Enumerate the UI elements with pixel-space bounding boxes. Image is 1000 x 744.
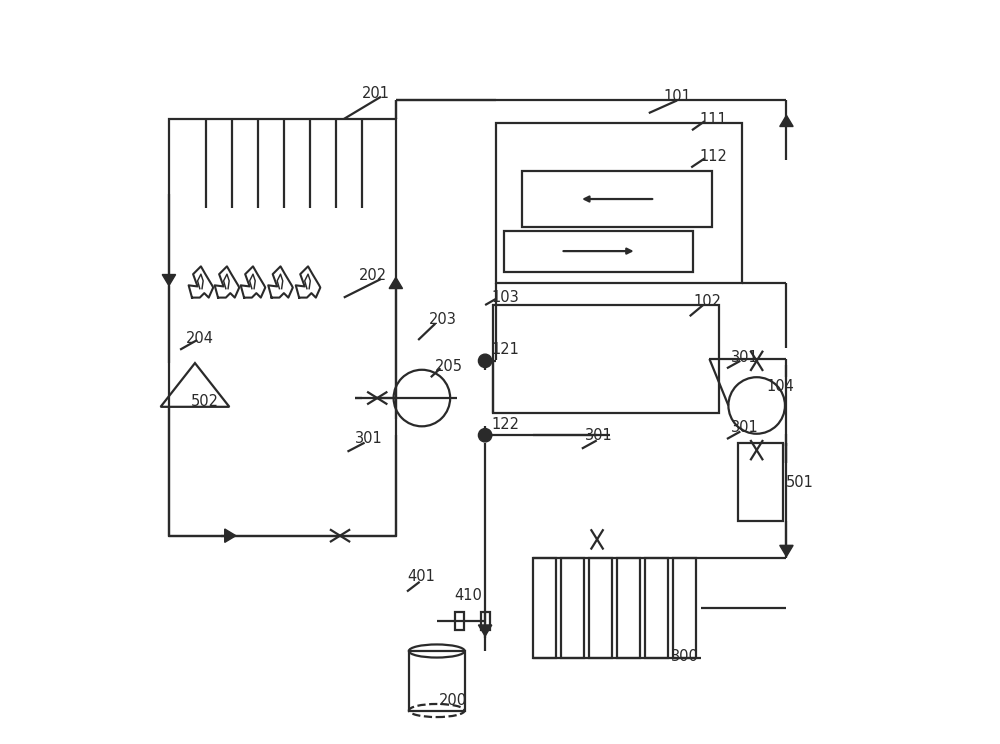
Text: 501: 501: [786, 475, 814, 490]
Text: 502: 502: [191, 394, 219, 409]
Text: 300: 300: [671, 649, 699, 664]
Bar: [504, 231, 693, 272]
Text: 204: 204: [186, 331, 214, 346]
Bar: [589, 558, 612, 658]
Bar: [455, 612, 464, 630]
Bar: [673, 558, 696, 658]
Bar: [481, 612, 490, 630]
Text: 301: 301: [585, 428, 613, 443]
Text: 121: 121: [491, 342, 519, 357]
Text: 301: 301: [355, 432, 383, 446]
Text: 202: 202: [359, 268, 387, 283]
Text: 101: 101: [664, 89, 692, 104]
Bar: [522, 171, 712, 227]
Bar: [496, 123, 742, 283]
Polygon shape: [389, 278, 403, 289]
Text: 301: 301: [731, 350, 758, 365]
Text: 200: 200: [439, 693, 467, 708]
Text: 103: 103: [491, 290, 519, 305]
Text: 112: 112: [699, 149, 727, 164]
Text: 122: 122: [491, 417, 519, 432]
Text: 401: 401: [407, 569, 435, 584]
Bar: [645, 558, 668, 658]
Polygon shape: [780, 545, 793, 557]
Text: 203: 203: [429, 312, 457, 327]
Circle shape: [478, 354, 492, 368]
Bar: [561, 558, 584, 658]
Text: 104: 104: [766, 379, 794, 394]
Text: 205: 205: [435, 359, 463, 373]
Bar: [738, 443, 783, 521]
Polygon shape: [162, 275, 176, 286]
Bar: [409, 651, 465, 711]
Text: 201: 201: [362, 86, 390, 100]
Bar: [169, 119, 396, 536]
Bar: [493, 305, 719, 413]
Polygon shape: [780, 115, 793, 126]
Text: 111: 111: [699, 112, 727, 126]
Text: 102: 102: [693, 294, 721, 309]
Bar: [617, 558, 640, 658]
Text: 301: 301: [731, 420, 758, 435]
Text: 410: 410: [454, 588, 482, 603]
Polygon shape: [225, 529, 236, 542]
Polygon shape: [478, 625, 492, 636]
Circle shape: [478, 429, 492, 442]
Bar: [533, 558, 556, 658]
